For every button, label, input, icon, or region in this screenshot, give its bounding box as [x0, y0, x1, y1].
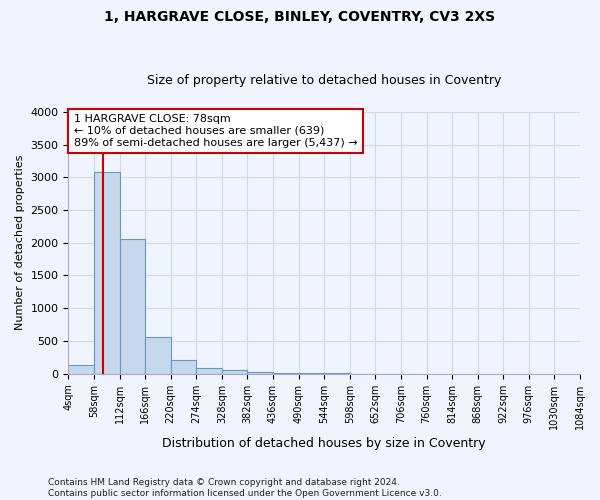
Text: 1, HARGRAVE CLOSE, BINLEY, COVENTRY, CV3 2XS: 1, HARGRAVE CLOSE, BINLEY, COVENTRY, CV3… [104, 10, 496, 24]
Bar [171, 360, 196, 374]
Title: Size of property relative to detached houses in Coventry: Size of property relative to detached ho… [147, 74, 502, 87]
Y-axis label: Number of detached properties: Number of detached properties [15, 155, 25, 330]
Bar [119, 239, 145, 374]
Bar [68, 365, 94, 374]
Bar [145, 337, 171, 374]
Text: Contains HM Land Registry data © Crown copyright and database right 2024.
Contai: Contains HM Land Registry data © Crown c… [48, 478, 442, 498]
Bar [247, 372, 273, 374]
Bar [222, 370, 247, 374]
Bar [196, 368, 222, 374]
Text: 1 HARGRAVE CLOSE: 78sqm
← 10% of detached houses are smaller (639)
89% of semi-d: 1 HARGRAVE CLOSE: 78sqm ← 10% of detache… [74, 114, 357, 148]
Bar [94, 172, 119, 374]
Bar [273, 373, 299, 374]
X-axis label: Distribution of detached houses by size in Coventry: Distribution of detached houses by size … [163, 437, 486, 450]
